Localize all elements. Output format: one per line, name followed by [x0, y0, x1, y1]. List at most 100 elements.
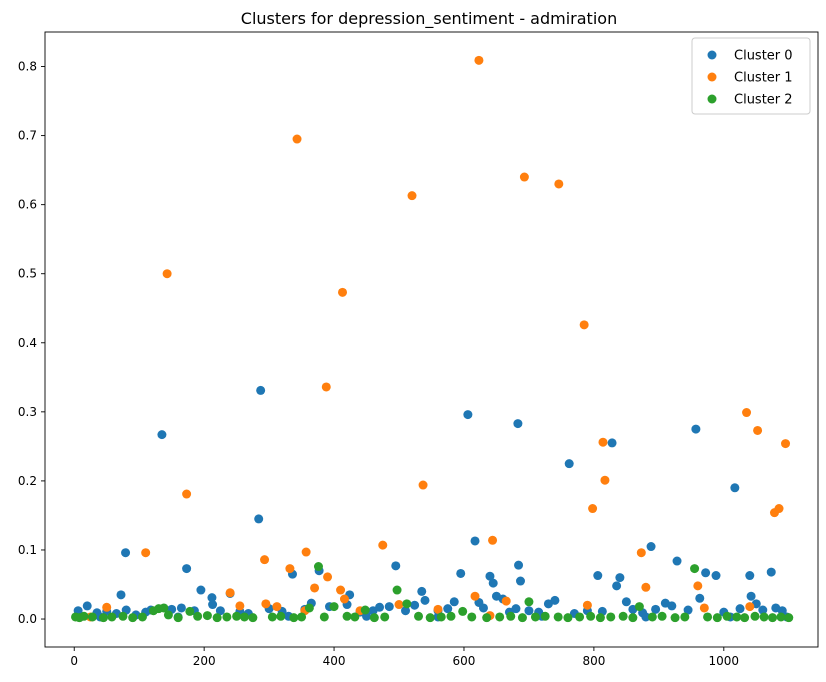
data-point-cluster-1 [554, 179, 564, 189]
data-point-cluster-0 [513, 419, 523, 429]
legend-label-cluster-2: Cluster 2 [734, 93, 793, 108]
data-point-cluster-2 [606, 612, 616, 622]
data-point-cluster-0 [463, 410, 473, 420]
data-point-cluster-0 [683, 605, 693, 615]
data-point-cluster-2 [289, 613, 299, 623]
data-point-cluster-0 [121, 548, 131, 558]
legend-label-cluster-1: Cluster 1 [734, 71, 793, 86]
data-point-cluster-0 [691, 424, 701, 434]
y-tick-label: 0.0 [18, 612, 37, 626]
data-point-cluster-2 [193, 611, 203, 621]
data-point-cluster-0 [176, 603, 186, 613]
data-point-cluster-2 [185, 606, 195, 616]
data-point-cluster-2 [776, 612, 786, 622]
axes-frame [44, 31, 819, 648]
legend: Cluster 0 Cluster 1 Cluster 2 [691, 37, 811, 115]
data-point-cluster-2 [392, 585, 402, 595]
data-point-cluster-0 [550, 595, 560, 605]
data-point-cluster-2 [276, 611, 286, 621]
data-point-cluster-0 [511, 604, 521, 614]
data-point-cluster-1 [745, 602, 755, 612]
data-point-cluster-1 [600, 475, 610, 485]
data-point-cluster-1 [292, 134, 302, 144]
data-point-cluster-0 [758, 605, 768, 615]
data-point-cluster-0 [208, 600, 218, 610]
data-point-cluster-1 [323, 572, 333, 582]
data-point-cluster-0 [116, 590, 126, 600]
data-point-cluster-2 [784, 613, 794, 623]
data-point-cluster-1 [501, 596, 511, 606]
data-point-cluster-2 [553, 612, 563, 622]
data-point-cluster-0 [746, 591, 756, 601]
data-point-cluster-2 [634, 602, 644, 612]
data-point-cluster-1 [641, 582, 651, 592]
data-point-cluster-0 [711, 571, 721, 581]
data-point-cluster-2 [329, 602, 339, 612]
data-point-cluster-1 [339, 594, 349, 604]
data-point-cluster-2 [703, 612, 713, 622]
data-point-cluster-0 [420, 595, 430, 605]
data-point-cluster-2 [297, 612, 307, 622]
data-point-cluster-2 [740, 613, 750, 623]
data-point-cluster-1 [693, 581, 703, 591]
data-point-cluster-1 [781, 439, 791, 449]
data-point-cluster-2 [232, 611, 242, 621]
y-tick-label: 0.8 [18, 60, 37, 74]
y-tick-label: 0.7 [18, 129, 37, 143]
data-point-cluster-0 [621, 597, 631, 607]
data-point-cluster-0 [157, 430, 167, 440]
data-point-cluster-1 [261, 599, 271, 609]
data-point-cluster-2 [732, 612, 742, 622]
data-point-cluster-1 [636, 548, 646, 558]
data-point-cluster-1 [225, 588, 235, 598]
data-point-cluster-2 [360, 605, 370, 615]
data-point-cluster-1 [162, 269, 172, 279]
data-point-cluster-1 [582, 600, 592, 610]
data-point-cluster-2 [137, 612, 147, 622]
data-point-cluster-2 [647, 612, 657, 622]
data-point-cluster-1 [310, 583, 320, 593]
data-point-cluster-1 [699, 603, 709, 613]
data-point-cluster-0 [443, 604, 453, 614]
x-tick-label: 800 [582, 654, 605, 668]
data-point-cluster-0 [391, 561, 401, 571]
data-point-cluster-2 [304, 603, 314, 613]
data-point-cluster-2 [495, 612, 505, 622]
y-tick-label: 0.2 [18, 474, 37, 488]
data-point-cluster-2 [402, 599, 412, 609]
data-point-cluster-2 [212, 613, 222, 623]
data-point-cluster-2 [248, 613, 258, 623]
data-point-cluster-1 [407, 191, 417, 201]
plot-area [71, 55, 794, 623]
y-tick-label: 0.3 [18, 405, 37, 419]
data-point-cluster-0 [417, 586, 427, 596]
data-point-cluster-0 [612, 581, 622, 591]
data-point-cluster-2 [436, 612, 446, 622]
data-point-cluster-2 [586, 611, 596, 621]
data-point-cluster-1 [753, 425, 763, 435]
data-point-cluster-2 [628, 613, 638, 623]
legend-label-cluster-0: Cluster 0 [734, 49, 793, 64]
data-point-cluster-2 [173, 613, 183, 623]
data-point-cluster-2 [506, 611, 516, 621]
data-point-cluster-1 [338, 287, 348, 297]
data-point-cluster-2 [517, 613, 527, 623]
data-point-cluster-2 [482, 613, 492, 623]
data-point-cluster-2 [563, 613, 573, 623]
data-point-cluster-2 [657, 611, 667, 621]
legend-marker-cluster-2 [707, 94, 717, 104]
x-tick-label: 200 [193, 654, 216, 668]
data-point-cluster-1 [742, 408, 752, 418]
data-point-cluster-1 [474, 55, 484, 65]
data-point-cluster-2 [712, 613, 722, 623]
x-tick-label: 400 [323, 654, 346, 668]
data-point-cluster-0 [456, 568, 466, 578]
data-point-cluster-0 [641, 612, 651, 622]
data-point-cluster-0 [524, 606, 534, 616]
data-point-cluster-2 [342, 611, 352, 621]
data-point-cluster-2 [530, 612, 540, 622]
data-point-cluster-1 [774, 504, 784, 514]
data-point-cluster-2 [750, 611, 760, 621]
data-point-cluster-2 [239, 612, 249, 622]
